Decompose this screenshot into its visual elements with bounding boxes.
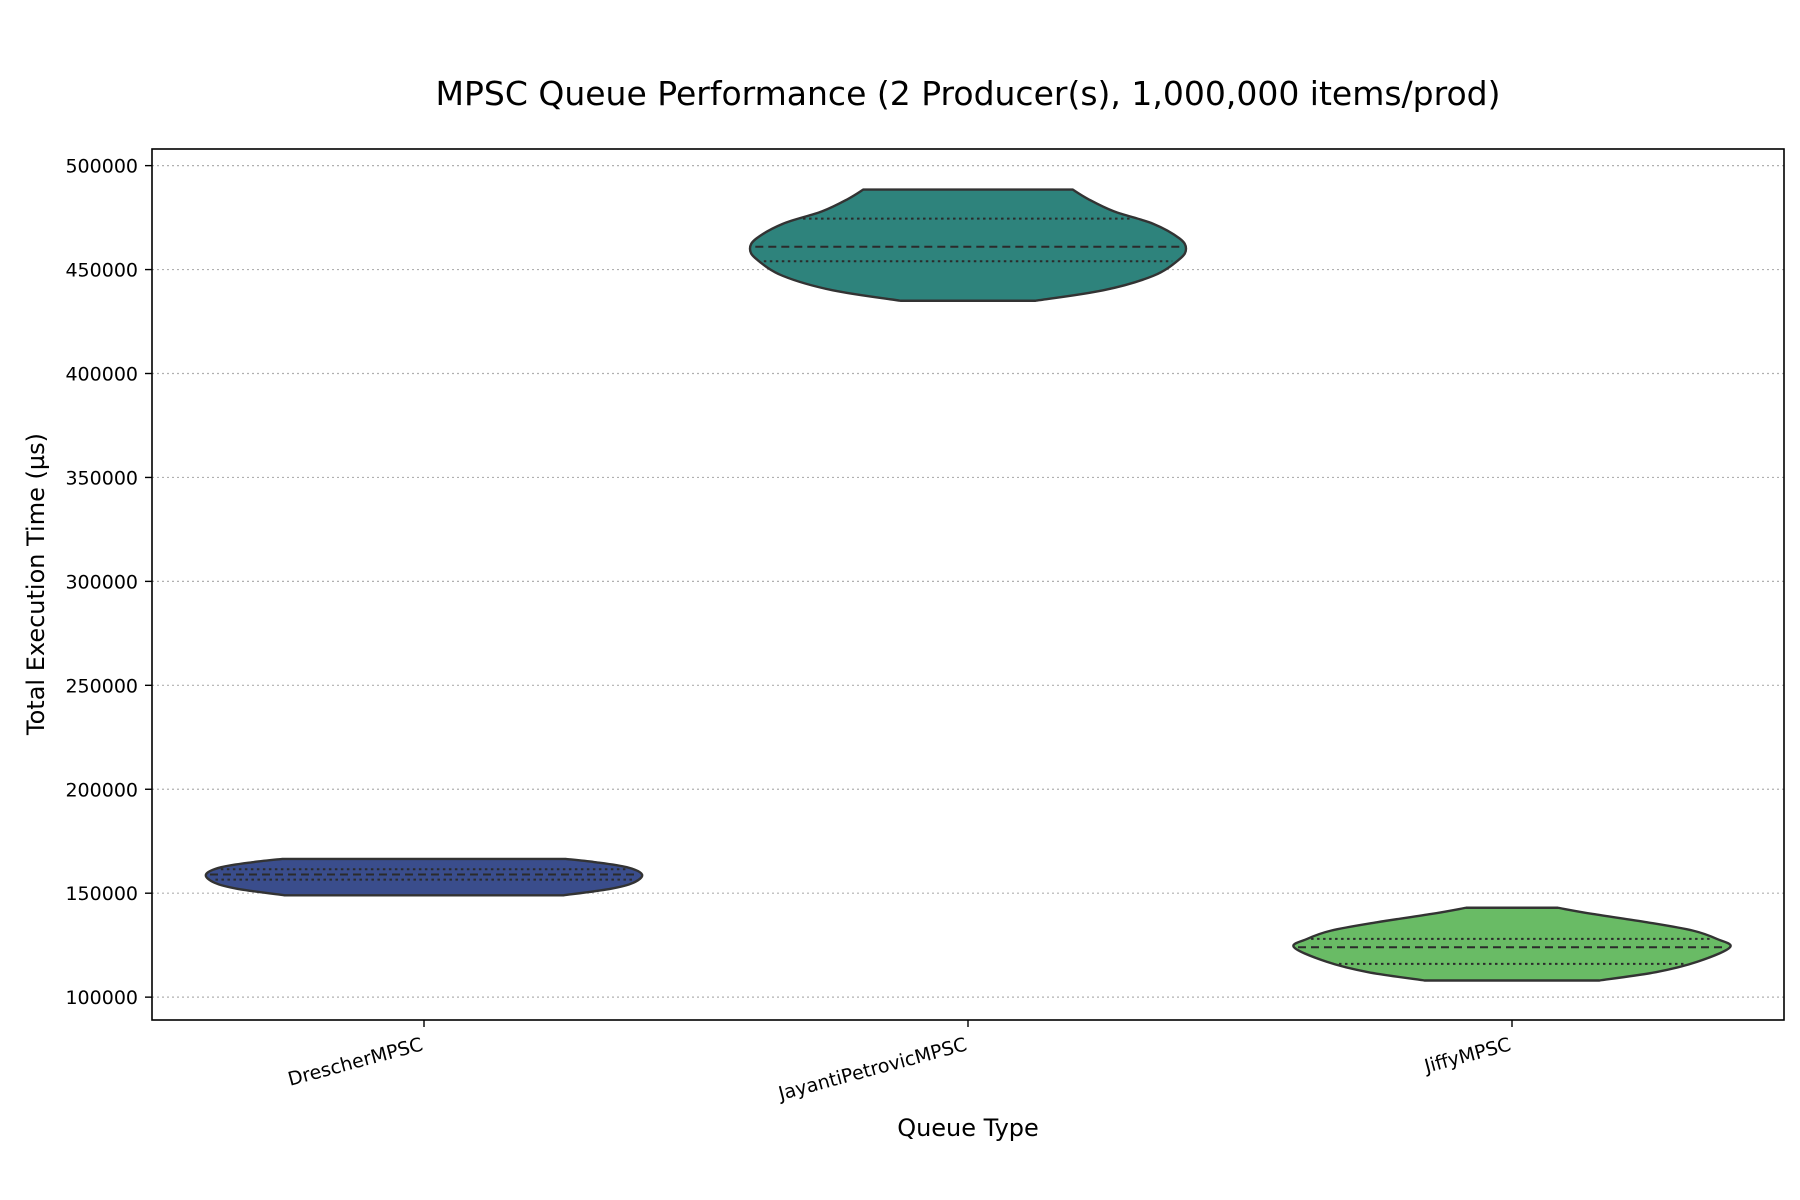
x-axis-label: Queue Type — [897, 1114, 1039, 1142]
y-tick-label: 500000 — [65, 156, 138, 178]
x-tick-label: JiffyMPSC — [1421, 1034, 1513, 1078]
violin-body — [204, 857, 644, 897]
y-tick-label: 350000 — [65, 467, 138, 489]
violin-body — [748, 188, 1188, 302]
violins — [204, 188, 1732, 982]
y-tick-label: 100000 — [65, 987, 138, 1009]
y-axis-ticks: 100000 150000 200000 250000 300000 350000 4000… — [65, 156, 152, 1009]
y-tick-label: 150000 — [65, 883, 138, 905]
x-tick-label: DrescherMPSC — [286, 1034, 426, 1091]
violin-DrescherMPSC — [204, 857, 644, 897]
x-tick-label: JayantiPetrovicMPSC — [775, 1034, 969, 1106]
y-axis-label: Total Execution Time (µs) — [22, 433, 50, 736]
violin-body — [1292, 906, 1732, 982]
y-tick-label: 300000 — [65, 571, 138, 593]
violin-JiffyMPSC — [1292, 906, 1732, 982]
y-tick-label: 400000 — [65, 364, 138, 386]
x-axis-ticks: DrescherMPSC JayantiPetrovicMPSC JiffyMPSC — [286, 1020, 1513, 1106]
violin-JayantiPetrovicMPSC — [748, 188, 1188, 302]
y-tick-label: 250000 — [65, 675, 138, 697]
chart-title: MPSC Queue Performance (2 Producer(s), 1… — [436, 74, 1501, 113]
y-tick-label: 200000 — [65, 779, 138, 801]
y-tick-label: 450000 — [65, 260, 138, 282]
